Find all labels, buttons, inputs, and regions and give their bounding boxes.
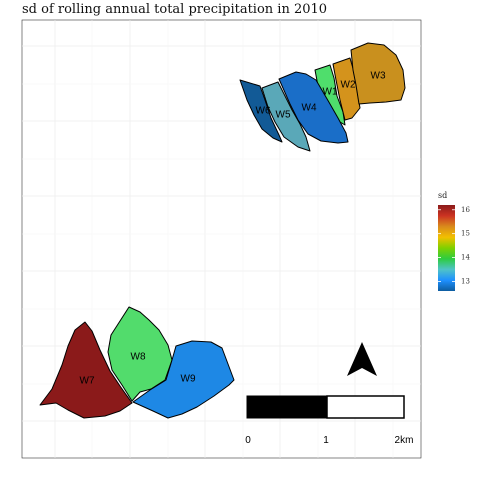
watershed-w7[interactable] <box>39 321 133 419</box>
watershed-label-w9: W9 <box>181 374 196 385</box>
legend-tick-label: 13 <box>461 277 470 285</box>
scale-tick-2: 2km <box>395 435 414 446</box>
watershed-label-w7: W7 <box>80 376 95 387</box>
watershed-label-w1: W1 <box>323 87 338 98</box>
map-title: sd of rolling annual total precipitation… <box>22 2 328 17</box>
legend-tick-label: 14 <box>461 254 470 262</box>
legend-tick-label: 16 <box>461 206 470 214</box>
scale-tick-1: 1 <box>323 435 329 446</box>
watershed-label-w3: W3 <box>371 71 386 82</box>
legend-title: sd <box>438 191 447 200</box>
north-arrow-icon <box>347 342 377 376</box>
scale-tick-0: 0 <box>245 435 251 446</box>
legend-tick-label: 15 <box>461 230 470 238</box>
scale-bar <box>246 395 405 419</box>
legend-colorbar <box>438 205 455 291</box>
legend-ticks: 16 15 14 13 <box>438 206 470 285</box>
watershed-w5[interactable] <box>261 81 311 152</box>
watershed-label-w5: W5 <box>276 110 291 121</box>
watershed-w3[interactable] <box>350 42 406 105</box>
watershed-label-w6: W6 <box>256 106 271 117</box>
watershed-w4[interactable] <box>278 71 349 144</box>
watershed-label-w4: W4 <box>302 103 317 114</box>
watershed-w6[interactable] <box>239 79 283 143</box>
watershed-label-w2: W2 <box>341 80 356 91</box>
watershed-w9[interactable] <box>132 340 235 419</box>
watershed-label-w8: W8 <box>131 352 146 363</box>
